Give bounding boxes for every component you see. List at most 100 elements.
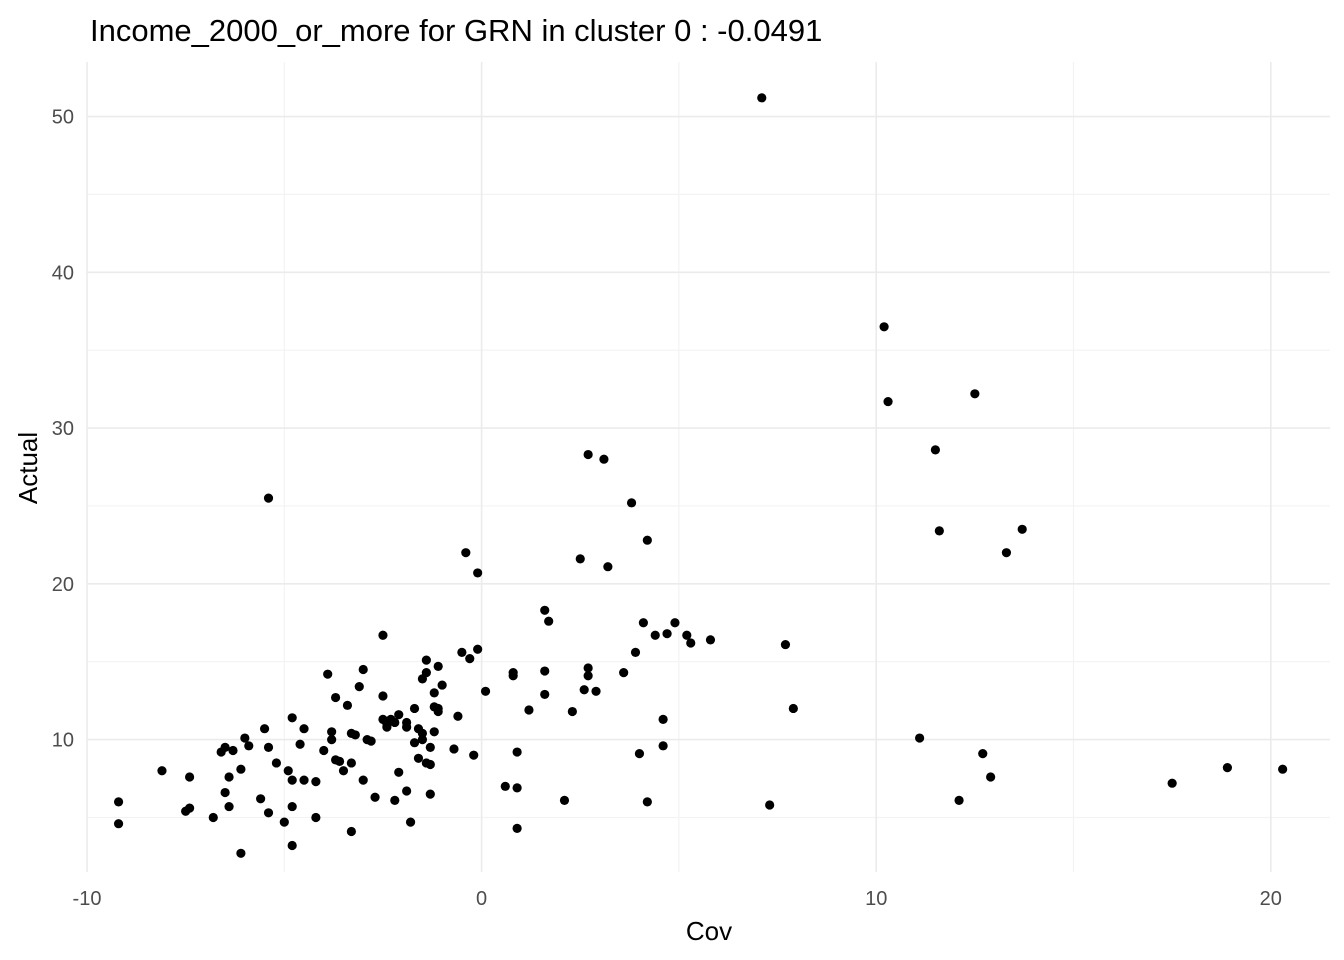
data-point bbox=[650, 630, 660, 640]
data-point bbox=[954, 795, 964, 805]
data-point bbox=[658, 714, 668, 724]
y-axis-ticks: 10 20 30 40 50 bbox=[52, 107, 74, 752]
data-point bbox=[413, 753, 424, 763]
data-point bbox=[287, 775, 297, 785]
data-point bbox=[402, 717, 412, 728]
data-point bbox=[327, 727, 337, 737]
data-point bbox=[1167, 778, 1177, 788]
data-point bbox=[788, 703, 798, 714]
data-point bbox=[287, 713, 297, 723]
data-point bbox=[354, 682, 364, 692]
x-tick-label: -10 bbox=[73, 888, 102, 910]
data-point bbox=[259, 724, 270, 734]
data-point bbox=[630, 647, 641, 657]
data-point bbox=[603, 562, 613, 572]
data-point bbox=[370, 792, 380, 802]
y-tick-label: 50 bbox=[52, 107, 74, 129]
data-point bbox=[567, 706, 577, 717]
data-point bbox=[930, 445, 940, 455]
data-point bbox=[409, 738, 420, 748]
data-point bbox=[421, 668, 431, 678]
data-point bbox=[244, 741, 254, 751]
data-point bbox=[394, 710, 404, 720]
data-point bbox=[540, 666, 550, 676]
data-point bbox=[425, 759, 435, 770]
grid-lines bbox=[86, 62, 1330, 872]
data-point bbox=[469, 750, 479, 760]
data-point bbox=[220, 787, 230, 798]
data-point bbox=[283, 766, 293, 776]
data-point bbox=[338, 766, 349, 776]
data-point bbox=[978, 749, 988, 759]
data-point bbox=[879, 322, 889, 332]
data-point bbox=[263, 808, 274, 818]
data-point bbox=[638, 618, 648, 628]
data-point bbox=[579, 685, 589, 695]
data-point bbox=[327, 734, 337, 745]
x-tick-label: 20 bbox=[1260, 888, 1282, 910]
y-axis-title: Actual bbox=[13, 432, 43, 504]
data-point bbox=[619, 668, 629, 678]
data-point bbox=[287, 840, 297, 851]
data-point bbox=[390, 795, 400, 805]
data-point bbox=[540, 689, 550, 700]
data-point bbox=[1222, 763, 1233, 773]
data-point bbox=[540, 605, 550, 615]
data-point bbox=[682, 630, 692, 640]
data-point bbox=[473, 568, 483, 578]
data-point bbox=[473, 644, 483, 654]
data-point bbox=[757, 93, 767, 103]
data-point bbox=[263, 742, 274, 752]
data-point bbox=[402, 786, 412, 796]
data-point bbox=[599, 454, 609, 464]
data-point bbox=[986, 772, 996, 782]
data-point bbox=[299, 775, 309, 785]
data-point bbox=[437, 680, 447, 690]
data-point bbox=[765, 800, 775, 810]
data-point bbox=[405, 817, 416, 827]
data-point bbox=[591, 686, 601, 696]
data-point bbox=[883, 396, 893, 407]
data-point bbox=[500, 781, 510, 791]
data-point bbox=[220, 742, 230, 752]
data-point bbox=[512, 823, 522, 833]
data-point bbox=[524, 705, 534, 715]
data-point bbox=[113, 797, 124, 807]
data-point bbox=[417, 734, 428, 745]
data-point bbox=[512, 783, 522, 793]
data-point bbox=[433, 661, 443, 671]
data-point bbox=[457, 647, 467, 657]
data-point bbox=[236, 848, 246, 858]
data-point bbox=[425, 789, 435, 799]
data-point bbox=[228, 745, 238, 756]
x-axis-title: Cov bbox=[686, 916, 732, 946]
data-point bbox=[658, 741, 668, 751]
data-point bbox=[342, 700, 353, 710]
data-point bbox=[1017, 524, 1027, 534]
data-point bbox=[449, 744, 459, 754]
x-axis-ticks: -10 0 10 20 bbox=[73, 888, 1282, 910]
data-point bbox=[287, 801, 297, 812]
data-point bbox=[319, 745, 329, 756]
data-point bbox=[1278, 764, 1288, 774]
data-point bbox=[642, 797, 652, 807]
data-point bbox=[346, 826, 356, 837]
data-point bbox=[334, 756, 345, 767]
data-point bbox=[224, 772, 234, 782]
x-tick-label: 0 bbox=[476, 888, 487, 910]
data-point bbox=[295, 739, 305, 749]
data-point bbox=[575, 554, 585, 564]
data-point bbox=[583, 671, 593, 681]
y-tick-label: 20 bbox=[52, 574, 74, 596]
data-point bbox=[670, 618, 680, 628]
data-point bbox=[780, 639, 791, 650]
data-point bbox=[358, 775, 368, 785]
data-point bbox=[686, 638, 696, 648]
y-tick-label: 30 bbox=[52, 418, 74, 440]
data-point bbox=[263, 493, 274, 503]
chart-title: Income_2000_or_more for GRN in cluster 0… bbox=[90, 13, 822, 48]
data-point bbox=[236, 764, 246, 774]
data-point bbox=[1001, 548, 1012, 558]
data-point bbox=[311, 777, 321, 787]
